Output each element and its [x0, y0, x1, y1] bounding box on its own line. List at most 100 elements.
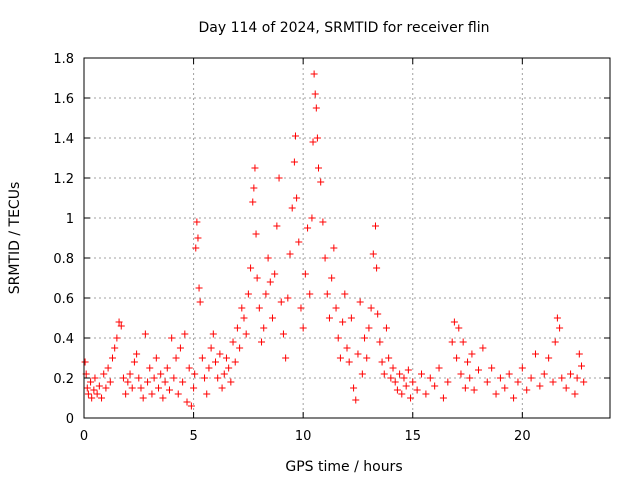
data-point — [470, 386, 478, 394]
y-tick-label: 1.2 — [53, 172, 74, 187]
data-point — [553, 314, 561, 322]
y-tick-label: 0.4 — [53, 332, 74, 347]
data-point — [450, 318, 458, 326]
data-point — [284, 294, 292, 302]
data-point — [527, 374, 535, 382]
data-point — [540, 370, 548, 378]
data-point — [137, 384, 145, 392]
data-point — [196, 298, 204, 306]
data-point — [573, 374, 581, 382]
data-point — [315, 164, 323, 172]
data-point — [367, 304, 375, 312]
data-point — [220, 370, 228, 378]
data-point — [418, 370, 426, 378]
data-point — [407, 394, 415, 402]
data-point — [161, 378, 169, 386]
data-point — [523, 386, 531, 394]
data-point — [464, 358, 472, 366]
data-point — [111, 344, 119, 352]
data-point — [244, 290, 252, 298]
data-point — [141, 330, 149, 338]
data-point — [321, 254, 329, 262]
data-point — [311, 90, 319, 98]
data-point — [479, 344, 487, 352]
data-point — [580, 378, 588, 386]
data-point — [345, 358, 353, 366]
data-point — [402, 382, 410, 390]
data-point — [290, 158, 298, 166]
data-point — [212, 358, 219, 366]
data-point — [159, 394, 167, 402]
data-point — [301, 270, 309, 278]
data-point — [117, 322, 125, 330]
data-point — [558, 374, 566, 382]
data-point — [104, 364, 112, 372]
data-point — [155, 384, 163, 392]
data-point — [170, 374, 178, 382]
data-point — [475, 366, 482, 374]
data-point — [187, 402, 195, 410]
data-point — [252, 230, 260, 238]
data-point — [192, 244, 200, 252]
data-point — [84, 390, 92, 398]
data-point — [233, 324, 241, 332]
data-point — [369, 250, 377, 258]
data-point — [253, 274, 261, 282]
data-point — [115, 318, 123, 326]
grid-lines — [84, 58, 610, 418]
data-point — [124, 378, 132, 386]
data-point — [198, 354, 206, 362]
data-point — [135, 374, 143, 382]
data-point — [133, 350, 141, 358]
data-point — [106, 378, 114, 386]
data-point — [571, 390, 579, 398]
data-point — [310, 70, 318, 78]
data-point — [297, 304, 305, 312]
data-point — [93, 390, 101, 398]
data-point — [431, 382, 439, 390]
data-point — [404, 366, 412, 374]
x-tick-label: 15 — [404, 429, 421, 444]
data-point — [295, 238, 303, 246]
data-point — [496, 374, 504, 382]
data-point — [409, 378, 417, 386]
data-point — [323, 290, 331, 298]
data-point — [373, 264, 381, 272]
x-tick-label: 5 — [189, 429, 197, 444]
data-point — [488, 364, 496, 372]
data-point — [398, 390, 406, 398]
data-point — [293, 194, 301, 202]
data-point — [328, 274, 336, 282]
data-point — [168, 334, 176, 342]
data-point — [163, 364, 171, 372]
data-point — [249, 198, 257, 206]
data-point — [266, 278, 274, 286]
data-point — [157, 370, 165, 378]
data-point — [387, 374, 395, 382]
data-point — [229, 338, 237, 346]
data-point — [453, 354, 461, 362]
data-point — [271, 270, 279, 278]
data-point — [426, 374, 434, 382]
axis-ticks — [83, 57, 610, 419]
data-point — [275, 174, 283, 182]
data-point — [288, 204, 296, 212]
data-point — [148, 390, 156, 398]
data-point — [205, 364, 213, 372]
data-point — [185, 364, 193, 372]
data-point — [268, 314, 276, 322]
data-point — [236, 344, 244, 352]
data-point — [190, 384, 198, 392]
data-point — [240, 314, 248, 322]
data-point — [195, 284, 203, 292]
data-point — [100, 370, 108, 378]
data-point — [279, 330, 287, 338]
data-point — [146, 364, 154, 372]
data-point — [238, 304, 246, 312]
data-point — [225, 364, 233, 372]
data-point — [319, 218, 327, 226]
data-point — [128, 384, 136, 392]
data-point — [325, 314, 333, 322]
data-point — [102, 384, 110, 392]
data-point — [371, 222, 379, 230]
